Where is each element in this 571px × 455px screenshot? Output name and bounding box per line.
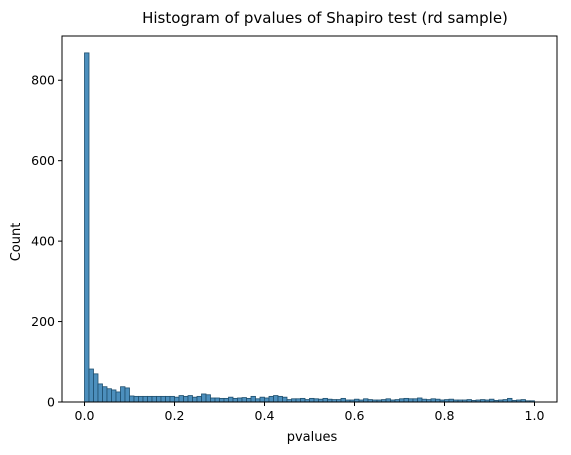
histogram-bar [277,395,283,403]
histogram-bar [102,386,108,403]
histogram-bar [156,395,162,403]
histogram-bar [237,397,243,403]
y-tick-label: 600 [31,153,55,168]
histogram-bar [228,396,234,403]
x-axis-label: pvalues [287,430,338,445]
histogram-bar [111,389,117,403]
histogram-bar [219,397,225,403]
histogram-bar [178,395,184,403]
histogram-bar [273,395,279,403]
histogram-bar [403,397,409,403]
histogram-bar [124,387,130,403]
y-tick-label: 0 [47,395,55,410]
histogram-bar [309,397,315,403]
histogram-bar [232,397,238,403]
histogram-bar [138,395,144,403]
histogram-bar [241,397,247,403]
bars-group [84,52,535,403]
histogram-bar [165,395,171,403]
histogram-bar [246,397,252,403]
y-tick-label: 400 [31,234,55,249]
plot-frame [61,35,558,403]
histogram-bar [187,395,193,403]
histogram-bar [183,395,189,403]
histogram-bar [106,388,112,403]
histogram-bar [210,397,216,403]
y-axis-label: Count [9,223,24,262]
histogram-bar [214,397,220,403]
histogram-bar [417,397,423,403]
histogram-bar [120,386,126,403]
histogram-bar [169,395,175,403]
histogram-bar [174,396,180,403]
histogram-bar [282,396,288,403]
x-tick-label: 0.2 [165,408,185,423]
histogram-bar [322,397,328,403]
histogram-bar [93,373,99,403]
histogram-bar [250,395,256,403]
x-tick-label: 0.8 [435,408,455,423]
histogram-bar [129,395,135,403]
histogram-bar [259,396,265,403]
histogram-bar [507,397,513,403]
histogram-bar [196,395,202,403]
histogram-bar [192,396,198,403]
histogram-bar [268,395,274,403]
x-tick-label: 1.0 [525,408,545,423]
chart-title: Histogram of pvalues of Shapiro test (rd… [142,9,508,27]
histogram-bar [133,395,139,403]
histogram-bar [340,397,346,403]
histogram-bar [201,393,207,403]
x-tick-label: 0.4 [255,408,275,423]
histogram-bar [300,397,306,403]
histogram-bar [97,383,103,403]
x-tick-label: 0.6 [345,408,365,423]
histogram-bar [160,395,166,403]
histogram-bar [205,394,211,403]
y-axis-ticks: 0 200 400 600 800 [31,73,62,410]
y-tick-label: 200 [31,314,55,329]
y-tick-label: 800 [31,73,55,88]
histogram-bar [147,395,153,403]
histogram-bar [115,391,121,403]
histogram-bar [223,397,229,403]
histogram-bar [264,397,270,403]
histogram-bar [88,368,94,403]
histogram-bar [84,52,90,403]
x-axis-ticks: 0.0 0.2 0.4 0.6 0.8 1.0 [75,402,545,423]
histogram-bar [142,395,148,403]
histogram-bar [151,395,157,403]
x-tick-label: 0.0 [75,408,95,423]
